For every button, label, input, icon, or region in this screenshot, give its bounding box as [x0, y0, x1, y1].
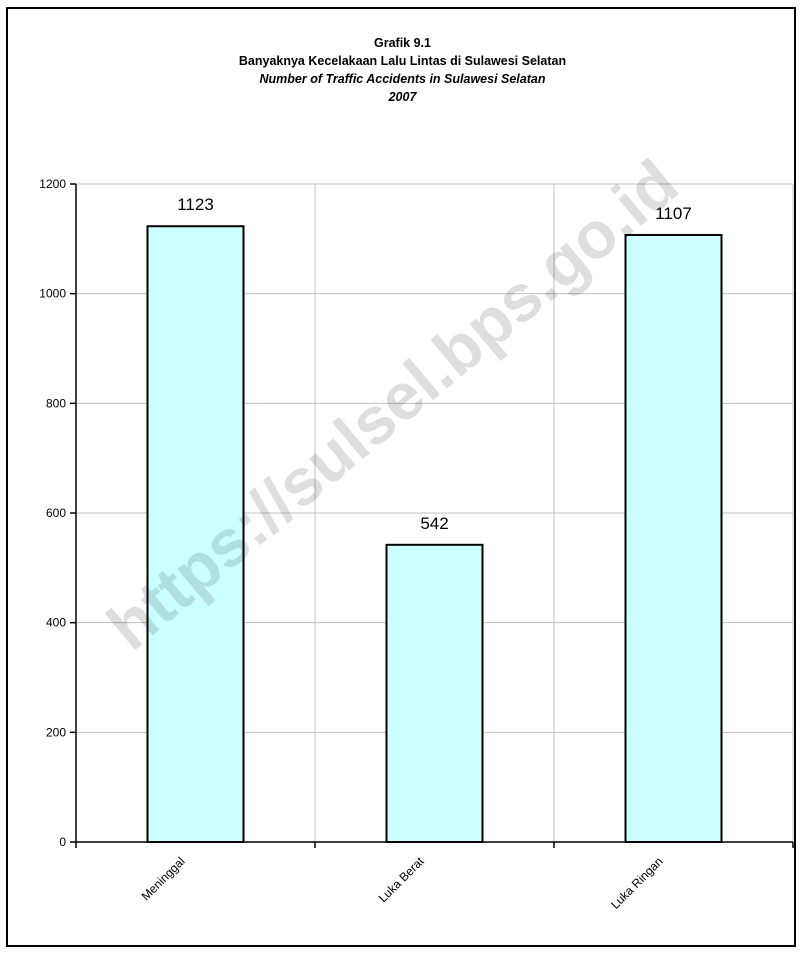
x-tick-label: Luka Ringan	[608, 854, 666, 912]
y-tick-label: 1200	[39, 177, 66, 191]
bar	[385, 543, 484, 843]
x-tick-label: Luka Berat	[376, 854, 427, 905]
bar	[146, 225, 245, 843]
axes	[70, 183, 794, 848]
chart-frame	[6, 7, 796, 947]
chart-year: 2007	[388, 90, 417, 104]
data-label: 1107	[655, 204, 692, 223]
data-label: 1123	[177, 195, 214, 214]
chart-subtitle-indonesian: Banyaknya Kecelakaan Lalu Lintas di Sula…	[238, 54, 567, 68]
chart-title-block: Grafik 9.1 Banyaknya Kecelakaan Lalu Lin…	[0, 34, 805, 106]
y-tick-label: 1000	[39, 287, 66, 301]
labels: 1123 Meninggal 542 Luka Berat 1107 Luka Ringa…	[39, 177, 691, 912]
y-tick-label: 800	[46, 396, 66, 410]
bar	[624, 233, 723, 843]
y-tick-label: 400	[46, 616, 66, 630]
y-tick-label: 600	[46, 506, 66, 520]
x-tick-label: Meninggal	[139, 854, 188, 903]
data-label: 542	[420, 514, 448, 533]
chart-subtitle-english: Number of Traffic Accidents in Sulawesi …	[259, 72, 546, 86]
chart-title: Grafik 9.1	[374, 36, 431, 50]
y-tick-label: 0	[59, 835, 66, 849]
y-tick-label: 200	[46, 725, 66, 739]
bars	[146, 225, 723, 843]
